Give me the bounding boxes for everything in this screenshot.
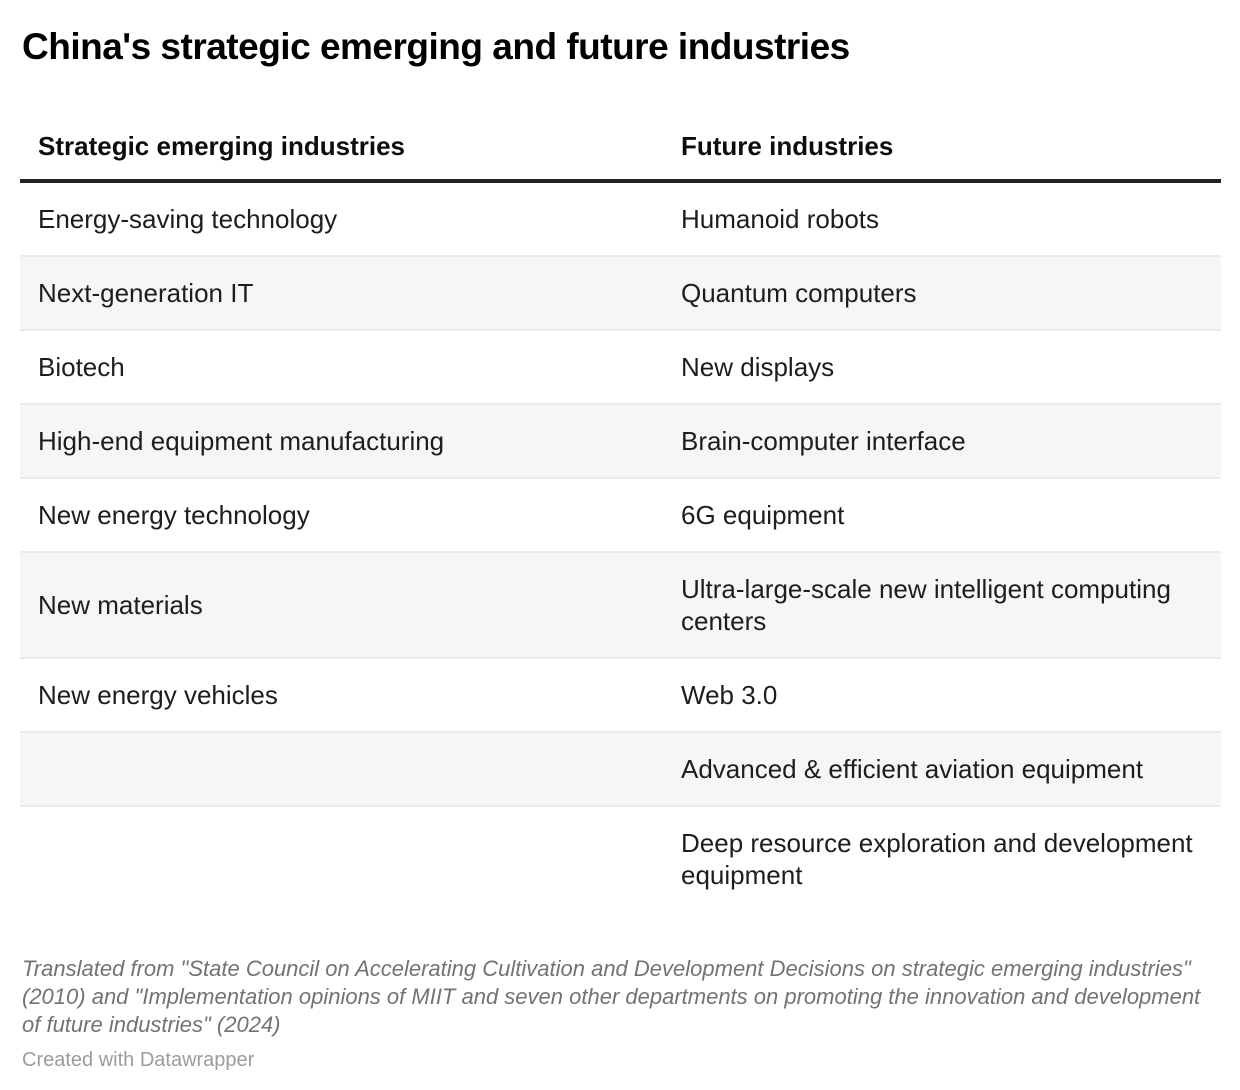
cell-strategic: New energy technology xyxy=(20,477,663,552)
cell-strategic: New materials xyxy=(20,551,663,658)
table-row: New energy technology 6G equipment xyxy=(20,477,1221,552)
cell-future: Humanoid robots xyxy=(681,204,879,234)
cell-strategic xyxy=(20,805,663,911)
cell-strategic xyxy=(20,731,663,806)
column-header-strategic-emerging: Strategic emerging industries xyxy=(20,107,663,183)
header-row: Strategic emerging industries Future ind… xyxy=(20,107,1221,183)
table-row: Energy-saving technology Humanoid robots xyxy=(20,181,1221,256)
cell-future: Quantum computers xyxy=(663,255,1221,330)
source-note: Translated from "State Council on Accele… xyxy=(22,956,1201,1037)
table-row: Next-generation IT Quantum computers xyxy=(20,255,1221,330)
chart-title: China's strategic emerging and future in… xyxy=(22,26,850,67)
table-row: Biotech New displays xyxy=(20,329,1221,404)
industries-table: Strategic emerging industries Future ind… xyxy=(20,107,1221,911)
cell-future: 6G equipment xyxy=(663,477,1221,552)
cell-future: Ultra-large-scale new intelligent comput… xyxy=(663,551,1221,658)
table-row: Deep resource exploration and developmen… xyxy=(20,805,1221,911)
datawrapper-attribution-link[interactable]: Created with Datawrapper xyxy=(22,1049,255,1071)
cell-future: New displays xyxy=(663,329,1221,404)
cell-strategic: New energy vehicles xyxy=(20,657,663,732)
cell-future: Web 3.0 xyxy=(663,657,1221,732)
cell-future: Brain-computer interface xyxy=(663,403,1221,478)
cell-strategic: Biotech xyxy=(20,329,663,404)
cell-strategic: High-end equipment manufacturing xyxy=(20,403,663,478)
table-row: New materials Ultra-large-scale new inte… xyxy=(20,551,1221,658)
table-row: Advanced & efficient aviation equipment xyxy=(20,731,1221,806)
table-row: High-end equipment manufacturing Brain-c… xyxy=(20,403,1221,478)
cell-future: Advanced & efficient aviation equipment xyxy=(663,731,1221,806)
table-row: New energy vehicles Web 3.0 xyxy=(20,657,1221,732)
cell-future: Deep resource exploration and developmen… xyxy=(663,805,1221,911)
column-header-future: Future industries xyxy=(663,107,1221,183)
cell-strategic: Next-generation IT xyxy=(20,255,663,330)
cell-strategic: Energy-saving technology xyxy=(38,204,338,234)
